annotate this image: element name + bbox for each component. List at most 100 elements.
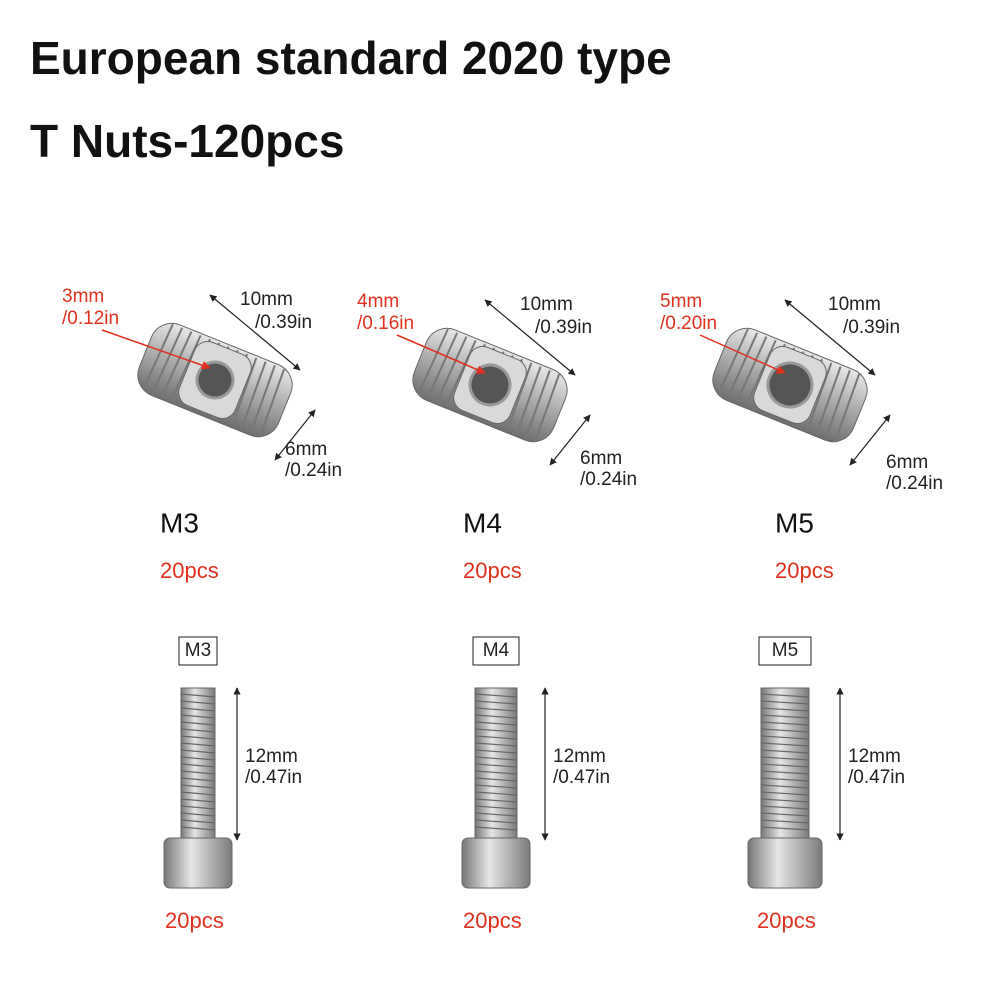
groove — [240, 361, 267, 430]
groove — [717, 328, 749, 396]
groove — [533, 373, 561, 443]
thread — [760, 700, 810, 705]
thread — [474, 819, 518, 824]
thread — [474, 714, 518, 719]
thread — [180, 770, 216, 775]
nut — [712, 327, 868, 443]
dimension-line — [784, 299, 876, 376]
length-label: /0.47in — [848, 767, 905, 788]
thread — [760, 826, 810, 831]
thread — [760, 749, 810, 754]
size-label: M3 — [160, 507, 199, 538]
count-label: 20pcs — [165, 908, 224, 933]
hole-label: /0.12in — [62, 308, 119, 329]
width-label: /0.24in — [285, 460, 342, 481]
size-label: M4 — [463, 507, 502, 538]
groove — [524, 370, 551, 439]
count-label: 20pcs — [160, 558, 219, 583]
groove — [515, 366, 542, 435]
thread — [760, 707, 810, 712]
groove — [151, 327, 184, 394]
thread — [760, 784, 810, 789]
groove — [417, 328, 449, 396]
size-box — [472, 636, 520, 666]
title: European standard 2020 type — [30, 32, 672, 84]
thread — [180, 749, 216, 754]
length-label: 10mm — [240, 289, 293, 310]
hole-arrow — [396, 334, 486, 374]
thread — [474, 721, 518, 726]
count-label: 20pcs — [463, 558, 522, 583]
dimension-line — [209, 294, 301, 371]
screw-head — [461, 837, 531, 889]
thread — [474, 693, 518, 698]
length-label: /0.47in — [245, 767, 302, 788]
size-label: M4 — [483, 640, 510, 661]
groove — [815, 366, 842, 435]
thread — [760, 735, 810, 740]
size-label: M3 — [185, 640, 211, 661]
count-label: 20pcs — [775, 558, 834, 583]
thread — [760, 791, 810, 796]
width-label: 6mm — [580, 448, 622, 469]
thread — [474, 742, 518, 747]
thread — [760, 819, 810, 824]
thread — [180, 707, 216, 712]
width-label: /0.24in — [580, 469, 637, 490]
size-label: M5 — [775, 507, 814, 538]
hole-label: /0.20in — [660, 313, 717, 334]
hole-arrow — [101, 329, 211, 370]
groove — [726, 332, 759, 399]
thread — [474, 798, 518, 803]
thread — [760, 714, 810, 719]
thread — [180, 805, 216, 810]
dimension-line — [549, 414, 591, 466]
length-label: 12mm — [245, 746, 298, 767]
thread — [180, 693, 216, 698]
groove — [160, 331, 193, 398]
thread — [180, 721, 216, 726]
thread — [760, 798, 810, 803]
thread — [760, 770, 810, 775]
size-box — [178, 636, 218, 666]
count-label: 20pcs — [463, 908, 522, 933]
groove — [445, 339, 477, 407]
screw-head — [747, 837, 823, 889]
thread — [760, 812, 810, 817]
thread — [180, 798, 216, 803]
thread — [474, 728, 518, 733]
thread — [180, 791, 216, 796]
thread — [474, 707, 518, 712]
thread — [180, 812, 216, 817]
size-label: M5 — [772, 640, 798, 661]
thread — [760, 777, 810, 782]
length-label: 12mm — [848, 746, 901, 767]
groove — [249, 365, 276, 434]
length-label: 10mm — [520, 294, 573, 315]
screw-head — [163, 837, 233, 889]
length-label: /0.39in — [255, 312, 312, 333]
thread — [180, 819, 216, 824]
hole-label: 4mm — [357, 291, 399, 312]
thread — [180, 700, 216, 705]
thread — [474, 812, 518, 817]
groove — [258, 368, 286, 438]
thread — [474, 826, 518, 831]
thread — [180, 784, 216, 789]
groove — [735, 336, 768, 403]
thread — [474, 777, 518, 782]
groove — [745, 339, 777, 407]
thread — [180, 742, 216, 747]
groove — [833, 373, 861, 443]
dimension-line — [484, 299, 576, 376]
thread — [760, 693, 810, 698]
groove — [435, 336, 468, 403]
thread — [760, 728, 810, 733]
groove — [170, 334, 202, 402]
thread — [474, 791, 518, 796]
width-label: /0.24in — [886, 473, 943, 494]
groove — [824, 370, 851, 439]
thread — [760, 805, 810, 810]
size-box — [758, 636, 812, 666]
